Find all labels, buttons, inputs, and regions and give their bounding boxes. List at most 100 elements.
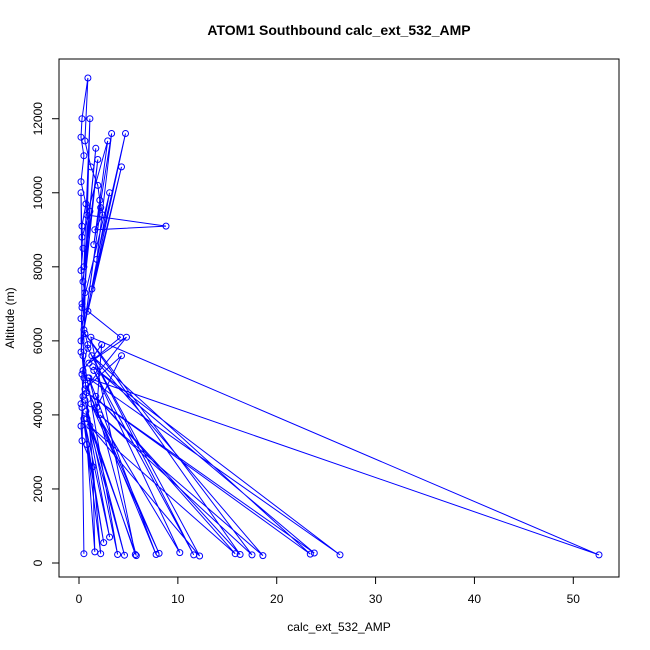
data-point — [82, 381, 90, 389]
data-point — [77, 400, 85, 408]
data-point — [231, 550, 239, 558]
data-point — [132, 552, 140, 560]
data-point — [118, 163, 125, 171]
data-point — [162, 222, 170, 230]
data-point — [77, 178, 85, 186]
data-point — [83, 441, 91, 448]
data-point — [80, 263, 88, 271]
data-point — [79, 244, 87, 252]
data-point — [92, 144, 100, 152]
data-point — [83, 415, 91, 423]
data-point — [118, 352, 125, 360]
data-point — [79, 352, 87, 360]
data-point — [81, 330, 89, 337]
data-point — [77, 337, 85, 345]
data-point — [92, 392, 100, 400]
data-point — [78, 370, 86, 378]
y-axis-label: Altitude (m) — [3, 287, 17, 348]
data-point — [306, 550, 314, 558]
data-point — [77, 133, 85, 141]
data-point — [78, 115, 86, 123]
data-point — [123, 333, 130, 341]
data-point — [259, 552, 267, 560]
data-point — [85, 359, 93, 367]
data-point — [80, 152, 88, 160]
data-point — [84, 307, 92, 315]
data-point — [91, 226, 99, 234]
x-axis-label: calc_ext_532_AMP — [287, 620, 390, 634]
data-point — [79, 392, 87, 400]
data-point — [77, 348, 85, 356]
series-line — [80, 77, 600, 557]
data-point — [131, 551, 139, 558]
data-point — [77, 422, 85, 430]
x-tick-label: 50 — [567, 592, 581, 606]
data-point — [77, 315, 85, 323]
data-point — [94, 156, 102, 163]
data-point — [94, 181, 102, 189]
data-point — [82, 407, 90, 415]
data-point — [84, 341, 92, 349]
data-point — [93, 255, 101, 263]
x-tick-label: 40 — [468, 592, 482, 606]
data-point — [196, 552, 204, 560]
chart-title: ATOM1 Southbound calc_ext_532_AMP — [207, 22, 470, 38]
data-point — [84, 374, 92, 382]
data-point — [88, 285, 96, 293]
x-tick-label: 10 — [171, 592, 185, 606]
x-axis: 0 10 20 30 40 50 — [76, 576, 581, 606]
data-point — [236, 551, 244, 558]
data-point — [81, 385, 89, 393]
y-tick-label: 12000 — [31, 102, 45, 136]
data-point — [77, 189, 85, 197]
data-point — [106, 533, 114, 541]
y-axis: 0 2000 4000 6000 8000 10000 12000 — [31, 102, 60, 566]
data-point — [78, 233, 86, 241]
data-point — [87, 333, 95, 341]
data-point — [81, 137, 89, 145]
data-point — [114, 551, 122, 558]
data-point — [83, 389, 91, 397]
y-tick-label: 0 — [31, 559, 45, 566]
data-point — [78, 304, 86, 311]
y-tick-label: 6000 — [31, 327, 45, 354]
data-point — [87, 400, 95, 408]
data-point — [152, 551, 160, 558]
data-point — [82, 200, 90, 208]
data-point — [80, 550, 88, 558]
data-point — [84, 344, 92, 352]
data-point — [79, 278, 87, 286]
data-point — [78, 404, 86, 411]
data-point — [96, 411, 104, 419]
data-point — [89, 463, 97, 471]
data-point — [155, 549, 163, 557]
data-point — [98, 341, 106, 349]
data-point — [99, 211, 107, 219]
y-tick-label: 2000 — [31, 475, 45, 502]
data-point — [91, 548, 99, 556]
series-group — [77, 74, 603, 560]
x-tick-label: 0 — [76, 592, 83, 606]
data-point — [336, 551, 344, 559]
data-point — [81, 396, 89, 404]
data-point — [88, 352, 96, 360]
data-point — [90, 241, 98, 249]
y-tick-label: 8000 — [31, 253, 45, 280]
data-point — [97, 204, 105, 212]
data-point — [81, 289, 89, 297]
data-point — [595, 551, 603, 559]
data-point — [89, 363, 97, 371]
y-tick-label: 10000 — [31, 176, 45, 210]
data-point — [248, 551, 256, 559]
data-point — [100, 539, 108, 547]
data-point — [80, 374, 88, 382]
data-point — [121, 551, 128, 559]
data-point — [87, 163, 95, 171]
data-point — [90, 367, 98, 374]
data-point — [86, 115, 94, 123]
data-point — [79, 367, 87, 374]
data-point — [78, 300, 86, 308]
data-point — [78, 437, 86, 445]
data-point — [176, 549, 184, 557]
